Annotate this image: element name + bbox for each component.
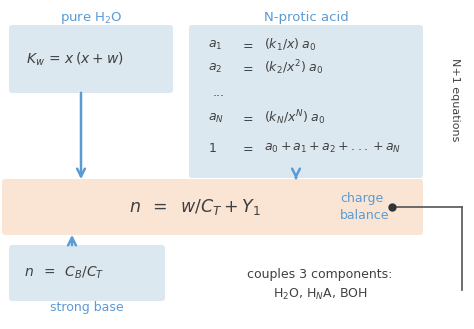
Text: $a_N$: $a_N$ xyxy=(208,112,224,125)
Text: $n\;\; =\;\; w/C_T + Y_1$: $n\;\; =\;\; w/C_T + Y_1$ xyxy=(129,197,261,217)
Text: strong base: strong base xyxy=(50,301,124,315)
Text: pure H$_2$O: pure H$_2$O xyxy=(60,10,122,26)
Text: N+1 equations: N+1 equations xyxy=(450,58,460,142)
Text: $(k_N/x^N)\;a_0$: $(k_N/x^N)\;a_0$ xyxy=(264,109,325,127)
Text: $=$: $=$ xyxy=(240,141,254,155)
Text: $=$: $=$ xyxy=(240,62,254,74)
Text: couples 3 components:
H$_2$O, H$_N$A, BOH: couples 3 components: H$_2$O, H$_N$A, BO… xyxy=(247,268,392,302)
Text: $1$: $1$ xyxy=(208,141,217,155)
Text: $a_2$: $a_2$ xyxy=(208,62,222,75)
Text: $a_1$: $a_1$ xyxy=(208,38,222,52)
Text: $n\;\; =\;\; C_B/C_T$: $n\;\; =\;\; C_B/C_T$ xyxy=(24,265,105,281)
FancyBboxPatch shape xyxy=(2,179,423,235)
Text: $=$: $=$ xyxy=(240,112,254,124)
FancyBboxPatch shape xyxy=(189,25,423,178)
Text: ...: ... xyxy=(213,86,225,98)
FancyBboxPatch shape xyxy=(9,25,173,93)
Text: $(k_1/x)\;a_0$: $(k_1/x)\;a_0$ xyxy=(264,37,317,53)
Text: $a_0 + a_1 + a_2 + ... + a_N$: $a_0 + a_1 + a_2 + ... + a_N$ xyxy=(264,141,401,155)
Text: $=$: $=$ xyxy=(240,38,254,52)
FancyBboxPatch shape xyxy=(9,245,165,301)
Text: N-protic acid: N-protic acid xyxy=(264,12,348,24)
Text: charge
balance: charge balance xyxy=(340,192,390,222)
Text: $(k_2/x^2)\;a_0$: $(k_2/x^2)\;a_0$ xyxy=(264,59,323,77)
Text: $K_w\, =\, x\,(x+w)$: $K_w\, =\, x\,(x+w)$ xyxy=(26,50,124,68)
